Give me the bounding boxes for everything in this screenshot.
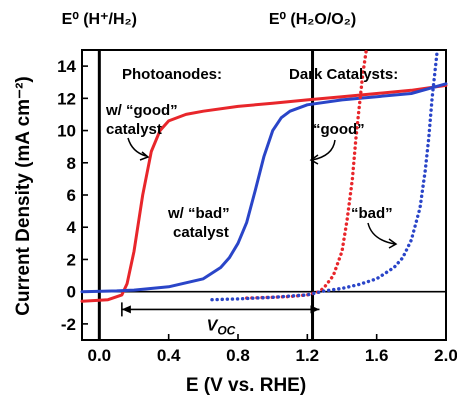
- ref-label-h-plus: E⁰ (H⁺/H₂): [62, 11, 137, 28]
- ref-label-h2o: E⁰ (H₂O/O₂): [269, 11, 356, 28]
- voc-right-arrowhead: [310, 305, 320, 314]
- x-axis-title: E (V vs. RHE): [186, 375, 306, 396]
- bad-catalyst-label-1: w/ “bad”: [167, 205, 230, 222]
- y-axis-title: Current Density (mA cm⁻²): [13, 76, 34, 315]
- good-dark-label: “good”: [313, 121, 365, 138]
- good-catalyst-arrow: [127, 137, 147, 157]
- x-tick-label: 0.8: [226, 346, 250, 365]
- good-catalyst-label-1: w/ “good”: [105, 102, 178, 119]
- y-tick-label: 10: [57, 122, 76, 141]
- y-tick-label: 4: [67, 218, 77, 237]
- voc-label: VOC: [207, 317, 236, 337]
- y-tick-label: 14: [57, 57, 76, 76]
- good-dark-arrow: [311, 139, 336, 161]
- y-tick-label: 2: [67, 250, 76, 269]
- axis-ticks: 0.0 0.4 0.8 1.2 1.6 2.0 -2 0 2 4 6 8 10 12 14: [57, 57, 457, 365]
- x-tick-label: 0.0: [88, 346, 112, 365]
- bad-dark-arrowhead: [388, 238, 398, 249]
- x-tick-label: 1.2: [296, 346, 320, 365]
- y-tick-label: 12: [57, 89, 76, 108]
- good-catalyst-arrowhead: [139, 151, 150, 161]
- bad-dark-label: “bad”: [351, 205, 393, 222]
- y-tick-label: 0: [67, 283, 76, 302]
- photoanode-series-0: [80, 83, 448, 303]
- good-catalyst-label-2: catalyst: [106, 121, 162, 138]
- dark-catalyst-series-3: [210, 48, 439, 302]
- y-tick-label: 6: [67, 186, 76, 205]
- dark-catalyst-series-2: [244, 48, 368, 300]
- series-group: [80, 48, 448, 303]
- bad-dark-arrow: [367, 222, 396, 245]
- y-tick-label: -2: [61, 315, 76, 334]
- good-dark-arrowhead: [309, 154, 319, 165]
- voc-left-arrowhead: [121, 305, 131, 314]
- y-tick-label: 8: [67, 154, 76, 173]
- x-tick-label: 1.6: [365, 346, 389, 365]
- x-tick-label: 0.4: [157, 346, 181, 365]
- reference-lines: [97, 50, 315, 340]
- dark-catalysts-label: Dark Catalysts:: [289, 66, 398, 83]
- x-tick-label: 2.0: [434, 346, 457, 365]
- photoanode-series-1: [80, 82, 448, 294]
- bad-catalyst-label-2: catalyst: [173, 224, 229, 241]
- photoanodes-label: Photoanodes:: [122, 66, 222, 83]
- voc-arrow: [121, 302, 320, 317]
